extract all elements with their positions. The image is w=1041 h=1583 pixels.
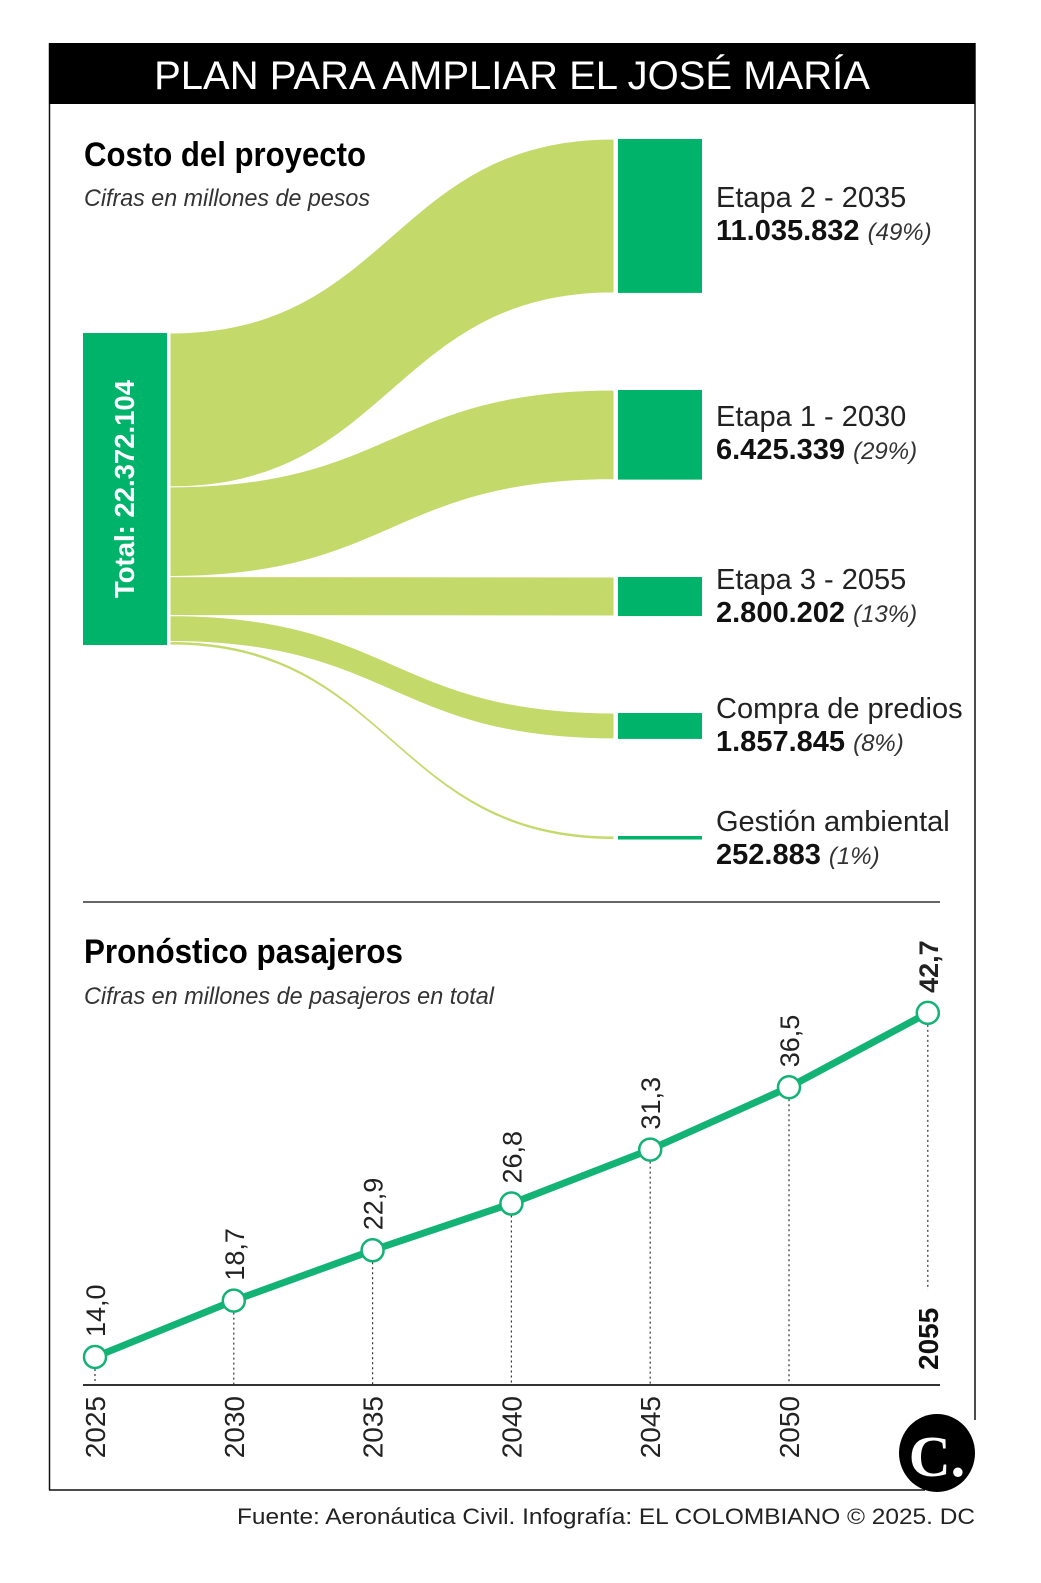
value-label: 36,5 bbox=[775, 1015, 805, 1068]
sankey-link bbox=[169, 640, 615, 841]
data-point bbox=[360, 1238, 385, 1263]
target-node bbox=[618, 713, 702, 739]
target-node bbox=[618, 139, 702, 293]
target-percent: (8%) bbox=[853, 730, 904, 757]
line-chart: 14,0 2025 18,7 2030 22,9 2035 26,8 2040 31,3 2045… bbox=[80, 940, 944, 1458]
value-label: 14,0 bbox=[81, 1284, 111, 1337]
target-percent: (29%) bbox=[853, 438, 917, 465]
el-colombiano-logo: C. bbox=[899, 1414, 975, 1492]
target-name: Compra de predios bbox=[716, 693, 963, 725]
target-percent: (13%) bbox=[853, 601, 917, 628]
title-bar bbox=[49, 43, 975, 104]
source-label: Total: 22.372.104 bbox=[109, 380, 140, 598]
value-label: 31,3 bbox=[636, 1077, 666, 1130]
x-tick-label: 2030 bbox=[219, 1396, 250, 1458]
x-tick-label: 2055 bbox=[913, 1308, 944, 1370]
x-tick-label: 2045 bbox=[635, 1396, 666, 1458]
sankey-link bbox=[169, 615, 615, 740]
sankey-chart: Total: 22.372.104 Etapa 2 - 203511.035.83… bbox=[83, 138, 963, 871]
sankey-link bbox=[169, 576, 615, 617]
sankey-subtitle: Cifras en millones de pesos bbox=[84, 185, 370, 212]
target-value: 11.035.832 bbox=[716, 215, 860, 247]
data-point bbox=[915, 1000, 941, 1026]
line-subtitle: Cifras en millones de pasajeros en total bbox=[84, 983, 495, 1010]
target-node bbox=[618, 390, 702, 480]
x-tick-label: 2025 bbox=[80, 1396, 111, 1458]
data-point bbox=[221, 1288, 247, 1313]
target-percent: (1%) bbox=[829, 843, 880, 870]
target-node bbox=[618, 577, 702, 617]
line-title: Pronóstico pasajeros bbox=[84, 933, 403, 971]
data-point bbox=[776, 1074, 802, 1100]
x-tick-label: 2050 bbox=[774, 1396, 805, 1458]
x-tick-label: 2040 bbox=[496, 1396, 527, 1458]
target-value: 6.425.339 bbox=[716, 434, 845, 466]
value-label: 26,8 bbox=[497, 1131, 527, 1184]
source-node bbox=[83, 333, 167, 645]
target-value: 252.883 bbox=[716, 839, 821, 871]
target-name: Etapa 3 - 2055 bbox=[716, 564, 906, 596]
target-name: Etapa 2 - 2035 bbox=[716, 182, 906, 214]
data-point bbox=[499, 1191, 524, 1216]
target-value-line: 6.425.339 (29%) bbox=[716, 434, 917, 466]
svg-text:C.: C. bbox=[909, 1424, 965, 1489]
value-label: 22,9 bbox=[359, 1178, 389, 1231]
target-name: Etapa 1 - 2030 bbox=[716, 401, 906, 433]
sankey-link bbox=[169, 389, 615, 578]
target-node bbox=[618, 836, 702, 840]
target-value-line: 252.883 (1%) bbox=[716, 839, 880, 871]
data-point bbox=[637, 1137, 663, 1162]
value-label: 18,7 bbox=[220, 1228, 250, 1281]
sankey-link bbox=[169, 138, 615, 488]
source-footer: Fuente: Aeronáutica Civil. Infografía: E… bbox=[237, 1504, 975, 1529]
sankey-title: Costo del proyecto bbox=[84, 136, 366, 174]
target-name: Gestión ambiental bbox=[716, 806, 950, 838]
target-value-line: 2.800.202 (13%) bbox=[716, 597, 917, 629]
page-title: PLAN PARA AMPLIAR EL JOSÉ MARÍA bbox=[154, 53, 870, 98]
target-value: 1.857.845 bbox=[716, 726, 845, 758]
value-label: 42,7 bbox=[914, 940, 944, 993]
target-value: 2.800.202 bbox=[716, 597, 845, 629]
target-value-line: 1.857.845 (8%) bbox=[716, 726, 904, 758]
target-percent: (49%) bbox=[868, 219, 932, 246]
target-value-line: 11.035.832 (49%) bbox=[716, 215, 932, 247]
data-point bbox=[82, 1344, 108, 1370]
x-tick-label: 2035 bbox=[358, 1396, 389, 1458]
